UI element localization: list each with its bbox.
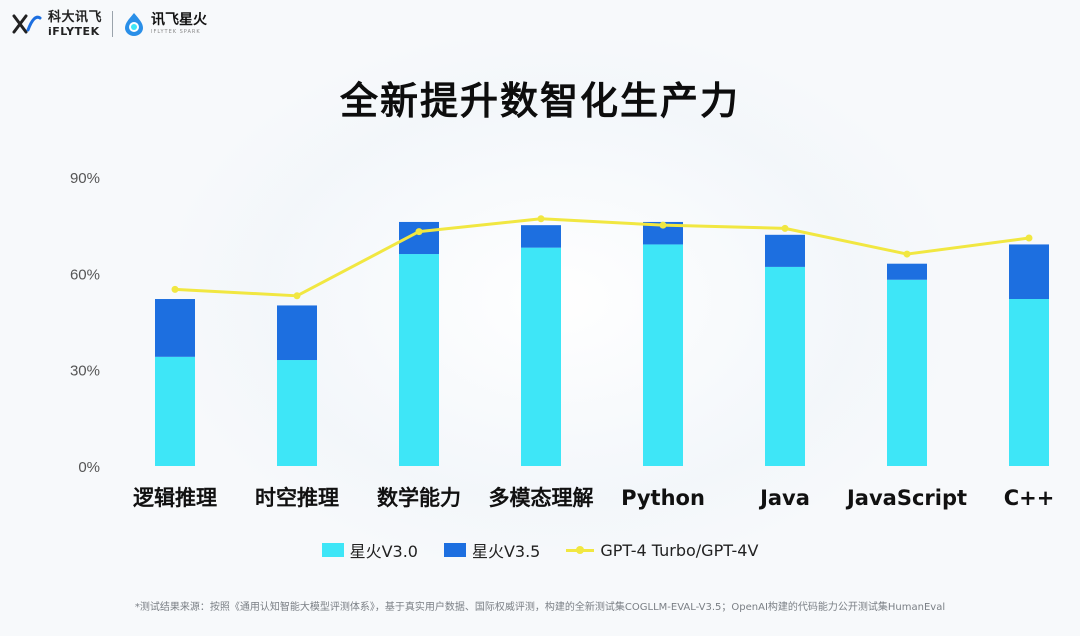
legend-swatch-gpt4 xyxy=(566,543,595,557)
legend-swatch-v30 xyxy=(321,543,344,557)
spark-logo: 讯飞星火 IFLYTEK SPARK xyxy=(123,12,207,36)
point-gpt4 xyxy=(781,224,789,232)
bar-v35 xyxy=(521,225,561,248)
page-title: 全新提升数智化生产力 xyxy=(339,79,740,123)
x-category-label: Python xyxy=(621,486,705,510)
footnote: *测试结果来源：按照《通用认知智能大模型评测体系》，基于真实用户数据、国际权威评… xyxy=(134,602,946,613)
point-gpt4 xyxy=(415,228,423,236)
point-gpt4 xyxy=(903,250,911,258)
legend-swatch-v35 xyxy=(443,543,466,557)
x-category-label: C++ xyxy=(1004,486,1055,510)
chart-area: 0% 30% 60% 90% 逻辑推理 时空推理 数学能力 多模态理解 Python Java Ja… xyxy=(70,170,1055,510)
company-name-en: iFLYTEK xyxy=(48,25,100,38)
legend-label-gpt4: GPT-4 Turbo/GPT-4V xyxy=(600,540,759,560)
bar-v30 xyxy=(399,254,439,466)
header-logos: 科大讯飞 iFLYTEK 讯飞星火 IFLYTEK SPARK xyxy=(12,6,207,42)
y-tick-label: 60% xyxy=(70,266,100,283)
bar-v30 xyxy=(887,279,927,466)
logo-divider xyxy=(112,11,114,37)
point-gpt4 xyxy=(537,215,545,223)
point-gpt4 xyxy=(1025,234,1033,242)
point-gpt4 xyxy=(659,221,667,229)
product-name-cn: 讯飞星火 xyxy=(151,12,208,28)
line-gpt4 xyxy=(174,217,1030,298)
bar-v30 xyxy=(765,266,805,466)
x-category-label: JavaScript xyxy=(845,486,967,510)
legend-item-gpt4: GPT-4 Turbo/GPT-4V xyxy=(566,541,758,560)
product-name-en: IFLYTEK SPARK xyxy=(151,29,201,35)
bar-v30 xyxy=(643,244,683,466)
y-tick-label: 30% xyxy=(70,363,100,380)
bar-v30 xyxy=(521,247,561,466)
x-category-label: Java xyxy=(758,486,810,510)
bar-v35 xyxy=(765,234,805,267)
x-category-label: 时空推理 xyxy=(255,486,339,510)
legend-item-v35: 星火V3.5 xyxy=(443,538,541,562)
bar-v30 xyxy=(155,356,195,466)
bar-v35 xyxy=(1009,244,1049,300)
legend-label-v30: 星火V3.0 xyxy=(349,542,418,561)
legend-label-v35: 星火V3.5 xyxy=(471,542,541,561)
y-tick-label: 90% xyxy=(70,170,100,187)
company-name-cn: 科大讯飞 xyxy=(48,10,103,25)
legend-item-v30: 星火V3.0 xyxy=(321,538,418,562)
bar-v35 xyxy=(887,263,927,280)
x-category-label: 多模态理解 xyxy=(489,486,594,510)
point-gpt4 xyxy=(293,292,301,300)
bar-v35 xyxy=(277,305,317,361)
bar-v30 xyxy=(277,360,317,466)
chart-legend: 星火V3.0 星火V3.5 GPT-4 Turbo/GPT-4V xyxy=(0,538,1080,562)
y-tick-label: 0% xyxy=(78,459,100,476)
point-gpt4 xyxy=(171,285,179,293)
spark-flame-icon xyxy=(125,13,144,36)
bar-v35 xyxy=(155,299,195,357)
bar-v35 xyxy=(643,221,683,245)
iflytek-logo-icon xyxy=(12,14,42,34)
iflytek-logo: 科大讯飞 iFLYTEK xyxy=(12,11,102,37)
x-category-label: 数学能力 xyxy=(377,486,461,510)
bar-v30 xyxy=(1009,299,1049,466)
x-category-label: 逻辑推理 xyxy=(133,486,217,510)
